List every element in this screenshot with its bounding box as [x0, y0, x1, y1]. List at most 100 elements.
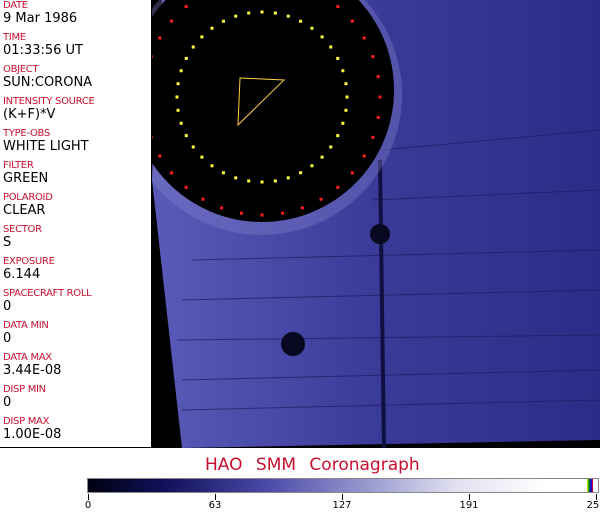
marker-dot [260, 213, 264, 217]
marker-dot [320, 155, 324, 159]
field-label: DATE [3, 0, 28, 11]
marker-dot [371, 55, 375, 59]
field-label: DISP MIN [3, 384, 46, 395]
field-label: EXPOSURE [3, 256, 55, 267]
field-label: SPACECRAFT ROLL [3, 288, 92, 299]
coronagraph-image [152, 0, 600, 448]
marker-dot [191, 145, 195, 149]
marker-dot [210, 164, 214, 168]
field-label: FILTER [3, 160, 34, 171]
field-value: 6.144 [3, 267, 41, 282]
colorbar-tick [215, 494, 216, 500]
colorbar-tick-label: 127 [332, 500, 352, 511]
marker-dot [200, 155, 204, 159]
marker-dot [247, 179, 251, 183]
marker-dot [344, 108, 348, 112]
marker-dot [341, 121, 345, 125]
marker-dot [179, 121, 183, 125]
field-label: OBJECT [3, 64, 39, 75]
marker-dot [170, 171, 174, 175]
marker-dot [176, 108, 180, 112]
field-value: (K+F)*V [3, 107, 56, 122]
marker-dot [299, 171, 303, 175]
field-value: CLEAR [3, 203, 46, 218]
marker-dot [184, 56, 188, 60]
marker-dot [376, 75, 380, 79]
marker-dot [221, 19, 225, 23]
marker-dot [341, 69, 345, 73]
marker-dot [158, 154, 162, 158]
marker-dot [300, 206, 304, 210]
marker-dot [350, 19, 354, 23]
colorbar-tick-label: 0 [84, 500, 92, 511]
marker-dot [184, 185, 188, 189]
colorbar-tick-label: 191 [459, 500, 479, 511]
marker-dot [273, 179, 277, 183]
marker-dot [240, 211, 244, 215]
marker-dot [286, 14, 290, 18]
marker-dot [200, 35, 204, 39]
marker-dot [310, 164, 314, 168]
field-value: SUN:CORONA [3, 75, 93, 90]
marker-dot [286, 176, 290, 180]
marker-dot [362, 154, 366, 158]
field-value: GREEN [3, 171, 49, 186]
marker-dot [170, 19, 174, 23]
field-value: 0 [3, 299, 12, 314]
field-label: INTENSITY SOURCE [3, 96, 95, 107]
marker-dot [329, 45, 333, 49]
field-label: TYPE-OBS [3, 128, 50, 139]
marker-dot [184, 134, 188, 138]
colorbar-tick [469, 494, 470, 500]
marker-dot [336, 56, 340, 60]
marker-dot [280, 211, 284, 215]
marker-dot [152, 135, 153, 139]
marker-dot [371, 135, 375, 139]
field-value: 0 [3, 395, 12, 410]
colorbar-tick [596, 494, 597, 500]
marker-dot [260, 10, 264, 14]
marker-dot [320, 35, 324, 39]
marker-dot [362, 36, 366, 40]
marker-dot [310, 26, 314, 30]
marker-dot [201, 197, 205, 201]
marker-dot [319, 197, 323, 201]
field-label: DISP MAX [3, 416, 50, 427]
marker-dot [299, 19, 303, 23]
marker-dot [175, 95, 179, 99]
marker-dot [158, 36, 162, 40]
field-value: 01:33:56 UT [3, 43, 83, 58]
marker-dot [210, 26, 214, 30]
field-value: 0 [3, 331, 12, 346]
marker-dot [247, 11, 251, 15]
metadata-panel: DATE 9 Mar 1986 TIME 01:33:56 UT OBJECT SUN:C… [0, 0, 152, 448]
marker-dot [376, 115, 380, 119]
marker-dot [191, 45, 195, 49]
marker-dot [221, 171, 225, 175]
marker-dot [152, 55, 153, 59]
marker-dot [176, 82, 180, 86]
marker-dot [344, 82, 348, 86]
colorbar-tick [88, 494, 89, 500]
field-value: S [3, 235, 12, 250]
colorbar-tick [342, 494, 343, 500]
field-label: TIME [3, 32, 26, 43]
colorbar-tick-label: 255 [586, 500, 600, 511]
field-label: DATA MAX [3, 352, 52, 363]
field-value: 3.44E-08 [3, 363, 62, 378]
marker-dot [336, 134, 340, 138]
field-label: POLAROID [3, 192, 53, 203]
marker-dot [260, 180, 264, 184]
field-label: SECTOR [3, 224, 42, 235]
marker-dot [179, 69, 183, 73]
marker-dot [273, 11, 277, 15]
marker-dot [336, 185, 340, 189]
field-value: WHITE LIGHT [3, 139, 89, 154]
marker-dot [336, 5, 340, 9]
marker-dot [234, 14, 238, 18]
colorbar [87, 478, 599, 493]
field-value: 1.00E-08 [3, 427, 62, 442]
marker-dot [350, 171, 354, 175]
marker-dot [345, 95, 349, 99]
field-label: DATA MIN [3, 320, 49, 331]
